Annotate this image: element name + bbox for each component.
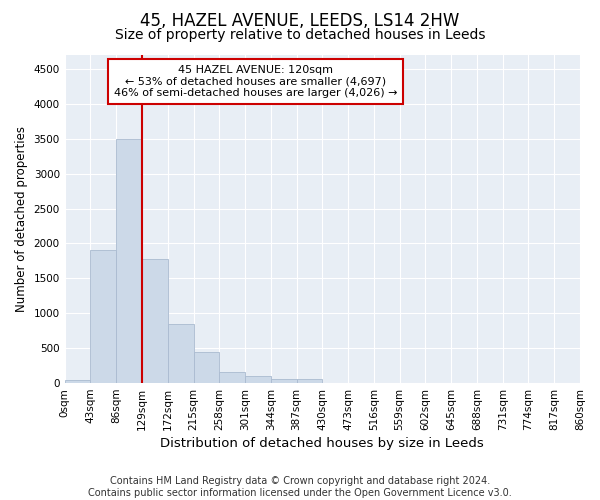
Bar <box>245 376 271 383</box>
Bar <box>296 379 322 383</box>
X-axis label: Distribution of detached houses by size in Leeds: Distribution of detached houses by size … <box>160 437 484 450</box>
Bar <box>142 259 168 383</box>
Text: Size of property relative to detached houses in Leeds: Size of property relative to detached ho… <box>115 28 485 42</box>
Y-axis label: Number of detached properties: Number of detached properties <box>15 126 28 312</box>
Bar <box>271 379 296 383</box>
Bar <box>91 250 116 383</box>
Bar <box>193 352 219 383</box>
Text: Contains HM Land Registry data © Crown copyright and database right 2024.
Contai: Contains HM Land Registry data © Crown c… <box>88 476 512 498</box>
Bar <box>219 372 245 383</box>
Text: 45, HAZEL AVENUE, LEEDS, LS14 2HW: 45, HAZEL AVENUE, LEEDS, LS14 2HW <box>140 12 460 30</box>
Bar <box>65 380 91 383</box>
Bar <box>116 139 142 383</box>
Text: 45 HAZEL AVENUE: 120sqm
← 53% of detached houses are smaller (4,697)
46% of semi: 45 HAZEL AVENUE: 120sqm ← 53% of detache… <box>113 65 397 98</box>
Bar <box>168 324 193 383</box>
